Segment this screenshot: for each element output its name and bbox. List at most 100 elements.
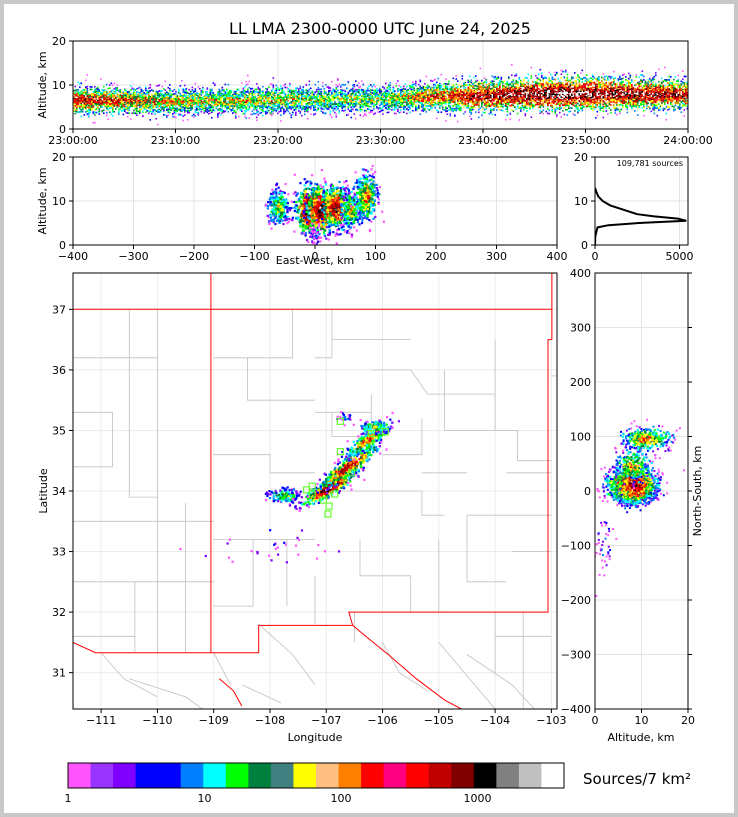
th-source [395, 101, 398, 103]
th-source [125, 98, 128, 100]
th-source [331, 80, 333, 83]
th-source [79, 97, 81, 99]
th-source [253, 106, 255, 108]
th-source [260, 103, 263, 105]
th-source [247, 103, 249, 106]
th-source [82, 94, 84, 96]
th-source [163, 95, 165, 97]
th-source [305, 100, 308, 103]
th-source [266, 97, 269, 100]
th-source [311, 94, 314, 97]
th-source [320, 99, 323, 102]
th-source [73, 106, 75, 108]
th-source [182, 88, 185, 90]
th-source [235, 111, 237, 114]
th-source [335, 109, 338, 111]
th-source [110, 106, 113, 109]
th-source [142, 95, 144, 97]
th-source [283, 99, 285, 102]
th-source [272, 86, 275, 88]
th-source [400, 97, 402, 100]
th-source [220, 94, 222, 97]
th-source [197, 101, 200, 103]
th-source [178, 96, 180, 98]
th-source [277, 105, 279, 107]
th-source [284, 105, 287, 108]
th-source [259, 92, 261, 95]
th-source [290, 92, 293, 94]
th-source [277, 89, 279, 91]
th-source [382, 97, 384, 99]
th-source [224, 90, 227, 93]
th-source [106, 83, 108, 86]
th-source [290, 104, 293, 106]
th-source [383, 101, 386, 103]
th-source [77, 111, 80, 113]
th-source [295, 103, 297, 106]
th-source [262, 114, 264, 117]
th-source [380, 94, 383, 96]
th-source [167, 96, 170, 99]
th-source [305, 99, 308, 102]
th-source [184, 114, 186, 116]
th-source [115, 87, 117, 90]
th-source [188, 97, 191, 100]
th-source [260, 101, 263, 104]
th-source [223, 90, 225, 92]
th-source [160, 106, 162, 109]
th-source [185, 92, 188, 94]
th-source [329, 99, 332, 102]
th-source [173, 103, 176, 106]
th-source [313, 106, 315, 109]
th-source [400, 111, 402, 113]
th-source [295, 88, 297, 91]
th-source [86, 85, 89, 88]
th-source [205, 91, 207, 93]
th-source [217, 103, 219, 106]
th-source [154, 105, 156, 107]
th-source [86, 106, 89, 109]
th-source [379, 94, 381, 96]
th-source [143, 98, 146, 101]
th-source [148, 98, 150, 100]
th-source [229, 103, 231, 106]
th-source [253, 102, 255, 105]
th-source [191, 100, 194, 103]
th-source [358, 82, 360, 85]
th-source [347, 108, 350, 111]
th-source [74, 103, 77, 106]
th-source [94, 90, 96, 92]
th-source [253, 108, 255, 111]
th-source [142, 97, 144, 99]
th-source [377, 107, 380, 109]
th-source [401, 88, 404, 91]
th-source [269, 112, 272, 114]
th-source [127, 101, 129, 104]
th-source [152, 90, 155, 92]
th-source [361, 101, 363, 104]
th-source [376, 106, 378, 109]
th-source [200, 110, 203, 113]
th-source [107, 108, 110, 111]
th-source [170, 100, 173, 103]
th-source [146, 109, 149, 112]
th-source [385, 94, 387, 97]
th-source [181, 106, 183, 108]
th-source [250, 96, 252, 99]
th-source [257, 86, 260, 89]
th-source [389, 100, 392, 103]
th-source [221, 110, 224, 113]
th-source [250, 99, 252, 102]
th-source [358, 101, 360, 104]
th-source [382, 113, 384, 115]
th-source [136, 102, 138, 104]
th-source [85, 90, 87, 93]
th-source [116, 99, 119, 101]
th-source [223, 103, 225, 106]
th-source [349, 99, 351, 101]
th-source [271, 111, 273, 113]
th-source [317, 93, 320, 96]
th-source [295, 102, 297, 104]
th-source [80, 93, 83, 95]
th-source [256, 88, 258, 91]
